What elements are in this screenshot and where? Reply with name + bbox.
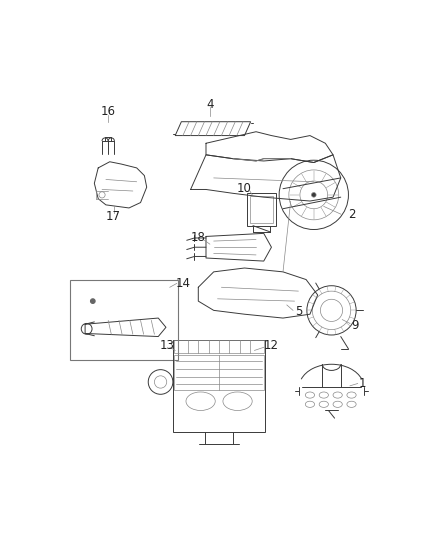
Text: 2: 2 (349, 208, 356, 221)
Bar (173, 340, 265, 432)
Text: 17: 17 (106, 210, 121, 223)
Text: 5: 5 (295, 305, 302, 318)
Bar (174, 340, 264, 353)
Text: 14: 14 (175, 277, 191, 290)
Bar (174, 355, 264, 390)
Text: 16: 16 (101, 105, 116, 118)
Text: 18: 18 (191, 231, 206, 245)
Text: 9: 9 (351, 319, 358, 332)
Bar (250, 196, 273, 223)
Text: 10: 10 (236, 182, 251, 195)
Text: 1: 1 (359, 377, 366, 390)
Text: 4: 4 (206, 98, 214, 110)
Text: 13: 13 (159, 338, 174, 351)
Circle shape (91, 299, 95, 303)
Bar (70, 280, 177, 360)
Text: 12: 12 (264, 338, 279, 351)
Circle shape (311, 192, 316, 197)
Bar (247, 193, 276, 225)
